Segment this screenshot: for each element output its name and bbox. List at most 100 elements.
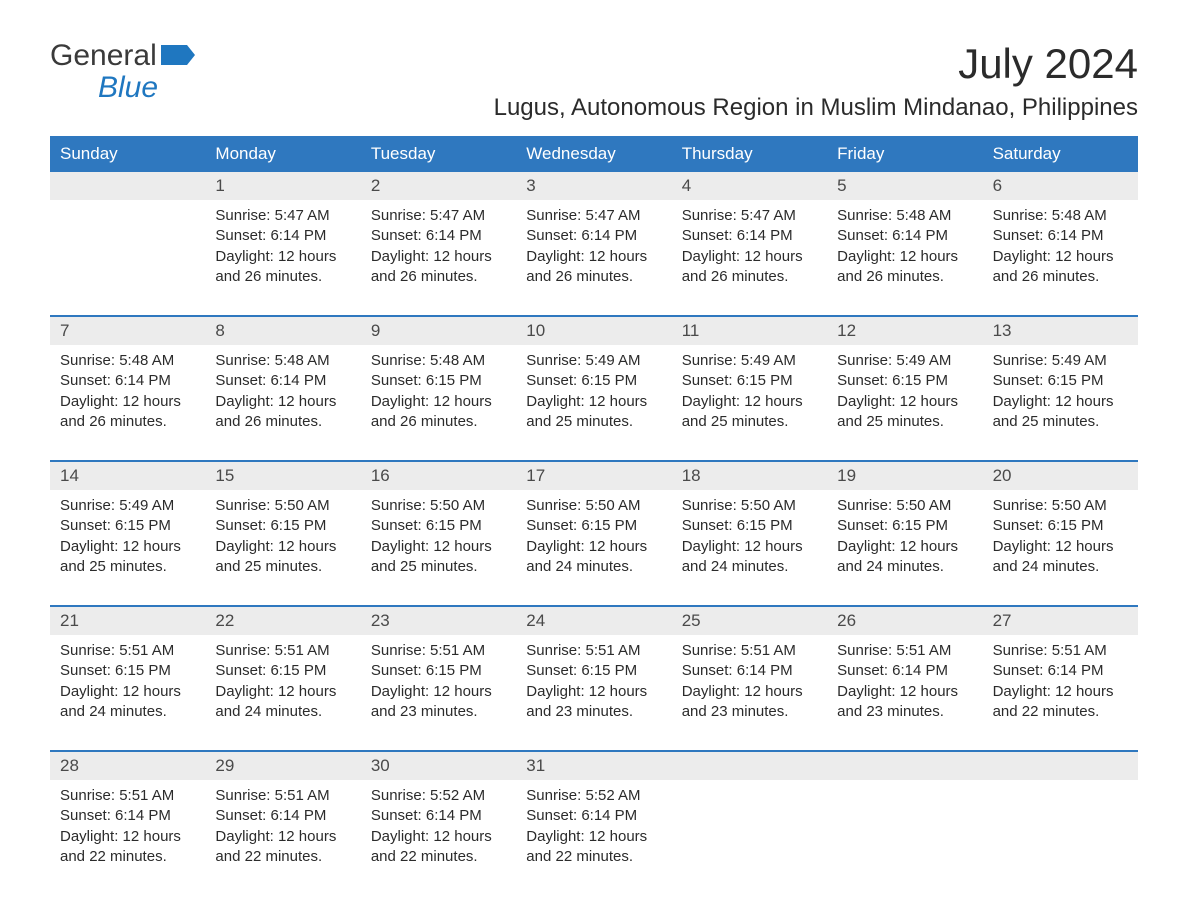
day-number: 23 (361, 607, 516, 635)
day-number: 6 (983, 172, 1138, 200)
day-details: Sunrise: 5:49 AMSunset: 6:15 PMDaylight:… (837, 351, 972, 432)
day-number: 5 (827, 172, 982, 200)
day-cell: 26 Sunrise: 5:51 AMSunset: 6:14 PMDayligh… (827, 607, 982, 732)
day-number: 28 (50, 752, 205, 780)
day-number: 20 (983, 462, 1138, 490)
day-number (827, 752, 982, 780)
week-row: 7 Sunrise: 5:48 AMSunset: 6:14 PMDaylight… (50, 315, 1138, 442)
day-cell (983, 752, 1138, 877)
day-cell: 10 Sunrise: 5:49 AMSunset: 6:15 PMDayligh… (516, 317, 671, 442)
day-cell: 4Sunrise: 5:47 AMSunset: 6:14 PMDaylight… (672, 172, 827, 297)
dow-sunday: Sunday (50, 136, 205, 172)
day-cell: 23Sunrise: 5:51 AMSunset: 6:15 PMDayligh… (361, 607, 516, 732)
day-details: Sunrise: 5:51 AMSunset: 6:14 PMDaylight:… (837, 641, 972, 722)
day-cell: 7 Sunrise: 5:48 AMSunset: 6:14 PMDaylight… (50, 317, 205, 442)
day-details: Sunrise: 5:48 AMSunset: 6:14 PMDaylight:… (837, 206, 972, 287)
week-row: 21Sunrise: 5:51 AMSunset: 6:15 PMDayligh… (50, 605, 1138, 732)
day-number: 15 (205, 462, 360, 490)
day-number: 29 (205, 752, 360, 780)
dow-friday: Friday (827, 136, 982, 172)
day-cell: 24 Sunrise: 5:51 AMSunset: 6:15 PMDayligh… (516, 607, 671, 732)
logo-text-blue: Blue (50, 72, 195, 104)
page-header: General Blue July 2024 Lugus, Autonomous… (50, 40, 1138, 122)
day-cell (50, 172, 205, 297)
day-details: Sunrise: 5:50 AMSunset: 6:15 PMDaylight:… (993, 496, 1128, 577)
day-number: 26 (827, 607, 982, 635)
day-details: Sunrise: 5:51 AMSunset: 6:14 PMDaylight:… (215, 786, 350, 867)
dow-saturday: Saturday (983, 136, 1138, 172)
day-cell: 5 Sunrise: 5:48 AMSunset: 6:14 PMDaylight… (827, 172, 982, 297)
day-number: 3 (516, 172, 671, 200)
day-cell: 8Sunrise: 5:48 AMSunset: 6:14 PMDaylight… (205, 317, 360, 442)
day-cell: 21Sunrise: 5:51 AMSunset: 6:15 PMDayligh… (50, 607, 205, 732)
day-number: 13 (983, 317, 1138, 345)
day-number: 24 (516, 607, 671, 635)
logo-top-row: General (50, 40, 195, 72)
day-cell: 17 Sunrise: 5:50 AMSunset: 6:15 PMDayligh… (516, 462, 671, 587)
day-details: Sunrise: 5:52 AMSunset: 6:14 PMDaylight:… (526, 786, 661, 867)
day-details: Sunrise: 5:50 AMSunset: 6:15 PMDaylight:… (215, 496, 350, 577)
day-cell: 1Sunrise: 5:47 AMSunset: 6:14 PMDaylight… (205, 172, 360, 297)
location: Lugus, Autonomous Region in Muslim Minda… (494, 94, 1138, 122)
day-details: Sunrise: 5:50 AMSunset: 6:15 PMDaylight:… (526, 496, 661, 577)
logo-text-general: General (50, 40, 157, 72)
day-cell: 31 Sunrise: 5:52 AMSunset: 6:14 PMDayligh… (516, 752, 671, 877)
day-cell: 13 Sunrise: 5:49 AMSunset: 6:15 PMDayligh… (983, 317, 1138, 442)
day-details: Sunrise: 5:50 AMSunset: 6:15 PMDaylight:… (371, 496, 506, 577)
day-number: 31 (516, 752, 671, 780)
day-details: Sunrise: 5:49 AMSunset: 6:15 PMDaylight:… (682, 351, 817, 432)
day-details: Sunrise: 5:47 AMSunset: 6:14 PMDaylight:… (526, 206, 661, 287)
dow-tuesday: Tuesday (361, 136, 516, 172)
day-cell: 30 Sunrise: 5:52 AMSunset: 6:14 PMDayligh… (361, 752, 516, 877)
day-details: Sunrise: 5:47 AMSunset: 6:14 PMDaylight:… (215, 206, 350, 287)
day-number (983, 752, 1138, 780)
day-number: 7 (50, 317, 205, 345)
day-number: 17 (516, 462, 671, 490)
day-cell: 6 Sunrise: 5:48 AMSunset: 6:14 PMDaylight… (983, 172, 1138, 297)
day-details: Sunrise: 5:51 AMSunset: 6:15 PMDaylight:… (60, 641, 195, 722)
day-cell: 9Sunrise: 5:48 AMSunset: 6:15 PMDaylight… (361, 317, 516, 442)
dow-thursday: Thursday (672, 136, 827, 172)
dow-monday: Monday (205, 136, 360, 172)
day-cell: 25Sunrise: 5:51 AMSunset: 6:14 PMDayligh… (672, 607, 827, 732)
day-details: Sunrise: 5:48 AMSunset: 6:14 PMDaylight:… (60, 351, 195, 432)
month-title: July 2024 (494, 40, 1138, 88)
day-number: 9 (361, 317, 516, 345)
day-details: Sunrise: 5:51 AMSunset: 6:14 PMDaylight:… (682, 641, 817, 722)
day-number: 10 (516, 317, 671, 345)
weeks-container: 1Sunrise: 5:47 AMSunset: 6:14 PMDaylight… (50, 172, 1138, 877)
day-number: 30 (361, 752, 516, 780)
day-details: Sunrise: 5:48 AMSunset: 6:14 PMDaylight:… (993, 206, 1128, 287)
week-row: 1Sunrise: 5:47 AMSunset: 6:14 PMDaylight… (50, 172, 1138, 297)
dow-wednesday: Wednesday (516, 136, 671, 172)
day-details: Sunrise: 5:51 AMSunset: 6:14 PMDaylight:… (993, 641, 1128, 722)
day-details: Sunrise: 5:47 AMSunset: 6:14 PMDaylight:… (371, 206, 506, 287)
day-details: Sunrise: 5:50 AMSunset: 6:15 PMDaylight:… (837, 496, 972, 577)
day-cell: 16 Sunrise: 5:50 AMSunset: 6:15 PMDayligh… (361, 462, 516, 587)
day-number (50, 172, 205, 200)
day-cell (827, 752, 982, 877)
day-cell: 14Sunrise: 5:49 AMSunset: 6:15 PMDayligh… (50, 462, 205, 587)
day-cell: 2Sunrise: 5:47 AMSunset: 6:14 PMDaylight… (361, 172, 516, 297)
day-details: Sunrise: 5:49 AMSunset: 6:15 PMDaylight:… (526, 351, 661, 432)
day-details: Sunrise: 5:48 AMSunset: 6:14 PMDaylight:… (215, 351, 350, 432)
day-number: 22 (205, 607, 360, 635)
day-details: Sunrise: 5:49 AMSunset: 6:15 PMDaylight:… (993, 351, 1128, 432)
days-of-week-row: Sunday Monday Tuesday Wednesday Thursday… (50, 136, 1138, 172)
day-cell: 18Sunrise: 5:50 AMSunset: 6:15 PMDayligh… (672, 462, 827, 587)
day-details: Sunrise: 5:47 AMSunset: 6:14 PMDaylight:… (682, 206, 817, 287)
flag-icon (161, 40, 195, 72)
title-block: July 2024 Lugus, Autonomous Region in Mu… (494, 40, 1138, 122)
day-number: 18 (672, 462, 827, 490)
week-row: 28 Sunrise: 5:51 AMSunset: 6:14 PMDayligh… (50, 750, 1138, 877)
day-number (672, 752, 827, 780)
calendar: Sunday Monday Tuesday Wednesday Thursday… (50, 136, 1138, 877)
day-details: Sunrise: 5:51 AMSunset: 6:15 PMDaylight:… (526, 641, 661, 722)
week-row: 14Sunrise: 5:49 AMSunset: 6:15 PMDayligh… (50, 460, 1138, 587)
day-cell: 19 Sunrise: 5:50 AMSunset: 6:15 PMDayligh… (827, 462, 982, 587)
day-number: 14 (50, 462, 205, 490)
day-cell: 15 Sunrise: 5:50 AMSunset: 6:15 PMDayligh… (205, 462, 360, 587)
day-details: Sunrise: 5:52 AMSunset: 6:14 PMDaylight:… (371, 786, 506, 867)
day-number: 19 (827, 462, 982, 490)
day-number: 16 (361, 462, 516, 490)
